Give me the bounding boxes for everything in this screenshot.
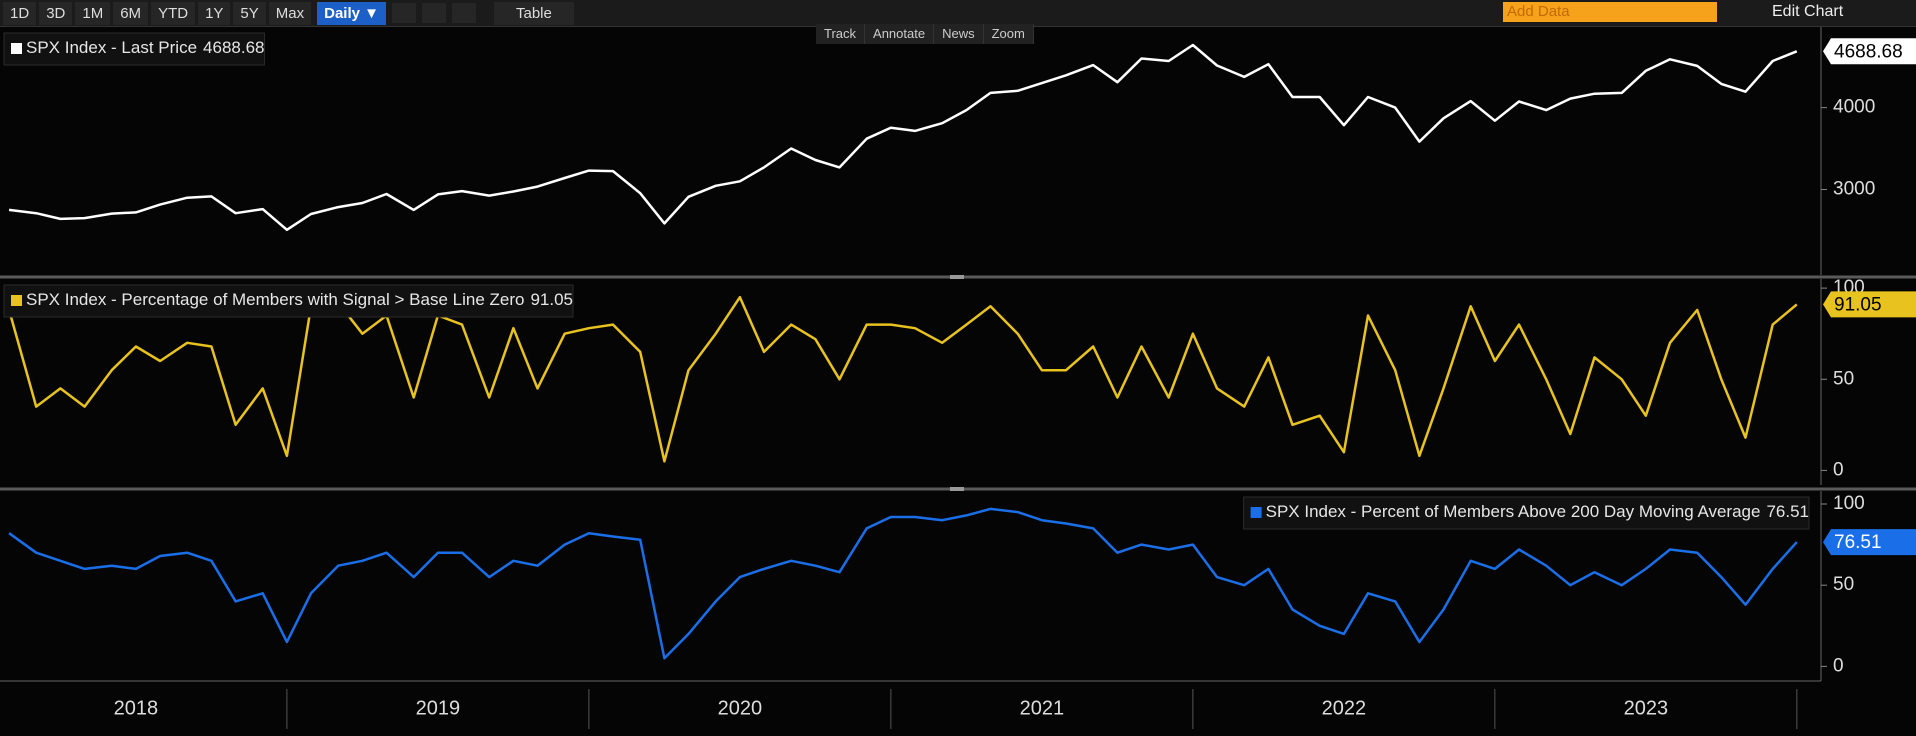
toolbar: 1D 3D 1M 6M YTD 1Y 5Y Max Daily ▼ Table Add Dat… — [0, 0, 1916, 27]
range-button[interactable]: Max — [268, 1, 312, 25]
background — [0, 27, 1916, 736]
last-value-label: 76.51 — [1834, 532, 1882, 553]
series-line — [8, 43, 1798, 232]
legend-name: SPX Index - Percent of Members Above 200… — [1266, 502, 1761, 521]
last-value-tag — [1823, 38, 1916, 65]
y-tick-label: 50 — [1833, 574, 1854, 595]
legend-swatch — [1250, 507, 1262, 518]
last-value-tag — [1823, 291, 1916, 318]
legend-box — [1243, 496, 1810, 530]
x-tick-label: 2023 — [1624, 697, 1669, 719]
y-tick-label: 50 — [1833, 368, 1854, 389]
legend-text: SPX Index - Last Price 4688.68 — [26, 38, 264, 57]
legend-box — [3, 284, 574, 318]
legend-value: 91.05 — [530, 290, 573, 309]
table-button[interactable]: Table — [494, 1, 574, 25]
y-tick-label: 4000 — [1833, 97, 1875, 118]
y-tick-label: 3000 — [1833, 178, 1875, 199]
panel-handle[interactable] — [950, 275, 964, 279]
range-button[interactable]: 1Y — [198, 1, 231, 25]
tool-button[interactable]: Zoom — [984, 24, 1034, 44]
edit-chart-button[interactable]: Edit Chart — [1772, 3, 1844, 20]
dropdown-icon[interactable] — [452, 3, 476, 23]
range-button[interactable]: 1M — [75, 1, 111, 25]
legend-swatch — [11, 43, 22, 54]
legend-text: SPX Index - Percent of Members Above 200… — [1266, 502, 1809, 521]
tool-button[interactable]: Annotate — [865, 24, 935, 44]
range-button[interactable]: 5Y — [233, 1, 266, 25]
range-button[interactable]: YTD — [151, 1, 196, 25]
x-tick-label: 2018 — [114, 697, 159, 719]
y-tick-label: 100 — [1833, 493, 1865, 514]
chart: 3000 4000 4688.68 SPX Index - Last Price 468… — [0, 27, 1916, 736]
legend-value: 4688.68 — [203, 38, 264, 57]
tool-button[interactable]: News — [934, 24, 984, 44]
range-button[interactable]: 3D — [39, 1, 73, 25]
x-tick-label: 2019 — [416, 697, 461, 719]
legend: SPX Index - Percent of Members Above 200… — [1243, 496, 1810, 530]
last-value-label: 4688.68 — [1834, 41, 1903, 62]
x-tick-label: 2020 — [718, 697, 763, 719]
series-line — [8, 507, 1798, 660]
series-line — [7, 295, 1798, 463]
legend-name: SPX Index - Last Price — [26, 38, 197, 57]
y-tick-label: 0 — [1833, 459, 1844, 480]
add-data-input[interactable]: Add Data — [1503, 2, 1717, 22]
legend-swatch — [11, 295, 22, 306]
x-tick-label: 2022 — [1322, 697, 1367, 719]
legend-box — [3, 32, 265, 66]
frequency-label: Daily — [324, 4, 360, 22]
legend-name: SPX Index - Percentage of Members with S… — [26, 290, 524, 309]
x-tick-label: 2021 — [1020, 697, 1065, 719]
last-value-label: 91.05 — [1834, 294, 1882, 315]
chart-tools: Track Annotate News Zoom — [816, 24, 1034, 44]
legend: SPX Index - Percentage of Members with S… — [3, 284, 574, 318]
legend: SPX Index - Last Price 4688.68 — [3, 32, 265, 66]
range-buttons: 1D 3D 1M 6M YTD 1Y 5Y Max — [0, 1, 312, 25]
frequency-button[interactable]: Daily ▼ — [317, 1, 386, 25]
legend-text: SPX Index - Percentage of Members with S… — [26, 290, 573, 309]
panel-handle[interactable] — [950, 487, 964, 491]
range-button[interactable]: 6M — [113, 1, 149, 25]
legend-value: 76.51 — [1766, 502, 1809, 521]
last-value-tag — [1823, 529, 1916, 556]
chart-type-icon[interactable] — [392, 3, 416, 23]
y-tick-label: 0 — [1833, 655, 1844, 676]
bar-type-icon[interactable] — [422, 3, 446, 23]
range-button[interactable]: 1D — [3, 1, 37, 25]
tool-button[interactable]: Track — [816, 24, 866, 44]
